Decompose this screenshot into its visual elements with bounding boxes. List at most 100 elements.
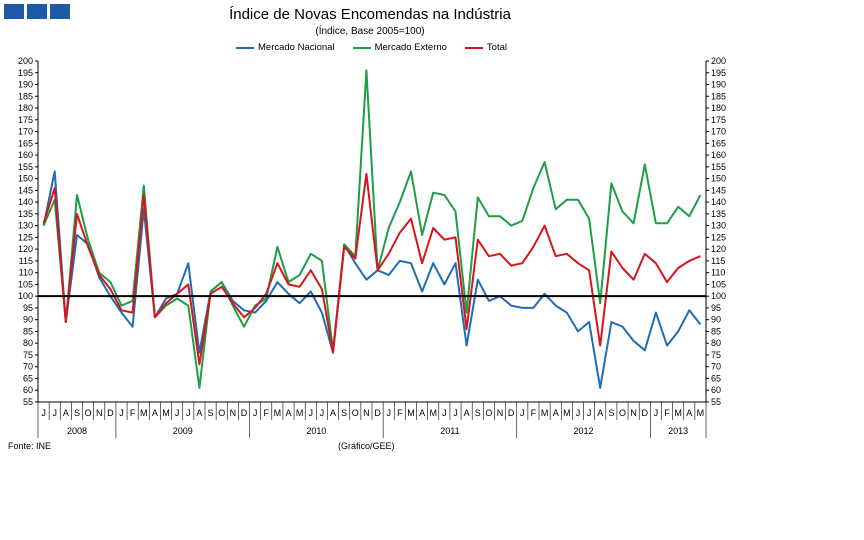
y-tick-label-left: 95 <box>23 303 33 313</box>
x-month-label: S <box>341 408 347 418</box>
logo-block <box>4 4 24 19</box>
y-tick-label-right: 170 <box>711 127 726 137</box>
y-tick-label-left: 155 <box>18 162 33 172</box>
legend-item-nacional: Mercado Nacional <box>236 42 335 53</box>
x-month-label: S <box>74 408 80 418</box>
y-tick-label-left: 160 <box>18 150 33 160</box>
y-tick-label-right: 105 <box>711 279 726 289</box>
x-year-label: 2010 <box>306 426 326 436</box>
x-month-label: O <box>85 408 92 418</box>
x-year-label: 2009 <box>173 426 193 436</box>
chart-subtitle: (Índice, Base 2005=100) <box>315 26 425 37</box>
x-month-label: M <box>274 408 282 418</box>
y-tick-label-right: 60 <box>711 385 721 395</box>
y-tick-label-left: 170 <box>18 127 33 137</box>
x-month-label: S <box>608 408 614 418</box>
x-month-label: J <box>186 408 191 418</box>
x-month-label: D <box>508 408 515 418</box>
y-tick-label-left: 130 <box>18 221 33 231</box>
y-tick-label-right: 70 <box>711 362 721 372</box>
y-tick-label-left: 85 <box>23 326 33 336</box>
y-tick-label-right: 175 <box>711 115 726 125</box>
x-month-label: J <box>41 408 46 418</box>
x-year-label: 2011 <box>440 426 459 436</box>
y-tick-label-left: 150 <box>18 174 33 184</box>
y-tick-label-left: 195 <box>18 68 33 78</box>
x-month-label: M <box>563 408 571 418</box>
logo-block <box>50 4 70 19</box>
legend-swatch-total <box>464 46 483 49</box>
x-month-label: J <box>309 408 314 418</box>
chart-title: Índice de Novas Encomendas na Indústria <box>229 6 511 23</box>
x-month-label: A <box>63 408 69 418</box>
x-month-label: A <box>196 408 202 418</box>
x-month-label: J <box>253 408 258 418</box>
y-tick-label-right: 180 <box>711 103 726 113</box>
y-tick-label-right: 120 <box>711 244 726 254</box>
y-tick-label-left: 185 <box>18 91 33 101</box>
x-month-label: D <box>642 408 649 418</box>
y-tick-label-right: 150 <box>711 174 726 184</box>
y-tick-label-right: 160 <box>711 150 726 160</box>
x-month-label: A <box>419 408 425 418</box>
x-month-label: F <box>130 408 136 418</box>
x-month-label: A <box>597 408 603 418</box>
y-tick-label-right: 195 <box>711 68 726 78</box>
y-tick-label-left: 80 <box>23 338 33 348</box>
x-month-label: S <box>475 408 481 418</box>
y-tick-label-left: 120 <box>18 244 33 254</box>
brand-logo <box>4 4 70 19</box>
x-month-label: J <box>576 408 581 418</box>
y-tick-label-left: 110 <box>19 268 33 278</box>
x-month-label: N <box>630 408 637 418</box>
legend-swatch-nacional <box>236 46 254 49</box>
y-tick-label-left: 180 <box>18 103 33 113</box>
y-tick-label-right: 145 <box>711 185 726 195</box>
y-tick-label-right: 90 <box>711 315 721 325</box>
x-year-label: 2012 <box>574 426 594 436</box>
chart-legend: Mercado Nacional Mercado Externo Total <box>236 42 507 53</box>
y-tick-label-right: 85 <box>711 326 721 336</box>
x-month-label: F <box>263 408 269 418</box>
y-tick-label-right: 125 <box>711 232 726 242</box>
y-tick-label-left: 140 <box>18 197 33 207</box>
x-month-label: J <box>320 408 325 418</box>
logo-block <box>27 4 47 19</box>
x-month-label: M <box>541 408 549 418</box>
series-line-total <box>42 172 701 366</box>
x-month-label: A <box>686 408 692 418</box>
x-month-label: A <box>152 408 158 418</box>
y-tick-label-right: 100 <box>711 291 726 301</box>
y-tick-label-left: 190 <box>18 80 33 90</box>
y-tick-label-left: 115 <box>19 256 33 266</box>
x-month-label: M <box>296 408 304 418</box>
x-month-label: M <box>140 408 148 418</box>
y-tick-label-right: 185 <box>711 91 726 101</box>
y-tick-label-right: 130 <box>711 221 726 231</box>
y-tick-label-left: 100 <box>18 291 33 301</box>
y-tick-label-right: 110 <box>711 268 725 278</box>
x-month-label: O <box>218 408 225 418</box>
y-tick-label-left: 90 <box>23 315 33 325</box>
y-tick-label-left: 105 <box>18 279 33 289</box>
x-month-label: M <box>674 408 682 418</box>
y-tick-label-left: 75 <box>23 350 33 360</box>
y-tick-label-right: 165 <box>711 138 726 148</box>
y-tick-label-right: 135 <box>711 209 726 219</box>
x-month-label: D <box>107 408 114 418</box>
x-year-label: 2008 <box>67 426 87 436</box>
x-month-label: N <box>96 408 103 418</box>
x-month-label: A <box>285 408 291 418</box>
y-tick-label-right: 190 <box>711 80 726 90</box>
x-month-label: J <box>386 408 391 418</box>
y-tick-label-left: 175 <box>18 115 33 125</box>
legend-item-externo: Mercado Externo <box>352 42 447 53</box>
y-tick-label-right: 95 <box>711 303 721 313</box>
y-tick-label-right: 115 <box>711 256 725 266</box>
x-month-label: J <box>442 408 447 418</box>
y-tick-label-right: 75 <box>711 350 721 360</box>
x-month-label: O <box>352 408 359 418</box>
x-month-label: M <box>697 408 705 418</box>
y-tick-label-right: 65 <box>711 373 721 383</box>
